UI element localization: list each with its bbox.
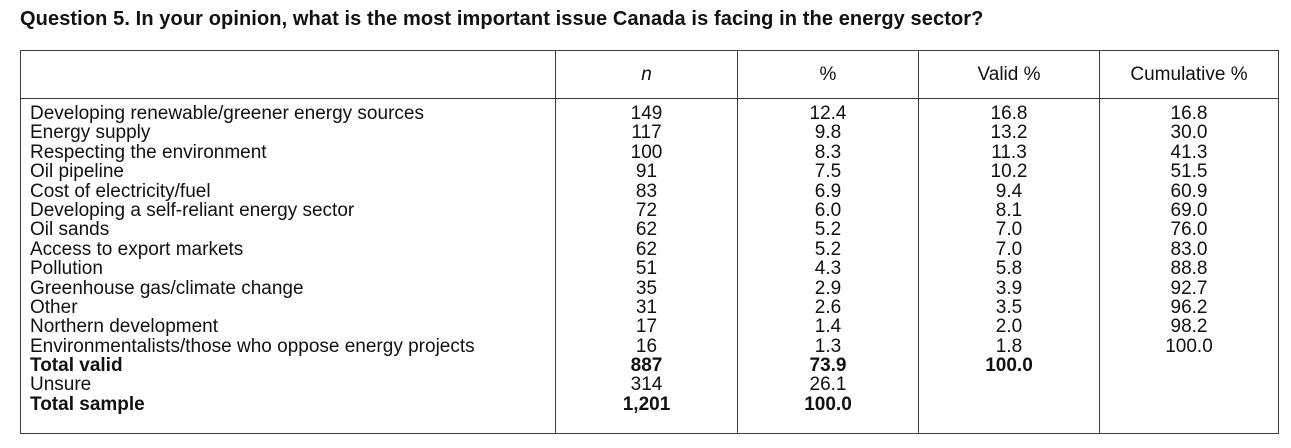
row-label: Total valid (30, 355, 123, 377)
row-label: Oil pipeline (30, 161, 124, 183)
row-percent-value: 26.1 (809, 374, 847, 396)
row-n-value: 31 (635, 296, 658, 318)
row-valid-percent-value: 11.3 (991, 141, 1027, 163)
row-percent-value: 100.0 (804, 393, 852, 415)
row-label: Pollution (30, 258, 103, 280)
percent-column: 12.4 9.8 8.3 7.5 6.9 6.0 5.2 5.2 4.3 2.9 2.6 1.4 1.3… (737, 98, 919, 434)
header-valid-percent: Valid % (918, 50, 1100, 99)
row-percent-value: 5.2 (814, 238, 842, 260)
n-column: 149 117 100 91 83 72 62 62 51 35 31 17 16 887 314 1,201 (555, 98, 738, 434)
row-label: Oil sands (30, 219, 110, 241)
row-cumulative-percent-value: 69.0 (1170, 199, 1208, 221)
table-title: Question 5. In your opinion, what is the… (20, 8, 984, 30)
frequency-table: n % Valid % Cumulative % Developing rene… (20, 50, 1279, 434)
row-valid-percent-value: 13.2 (990, 122, 1028, 144)
header-cumulative-percent: Cumulative % (1099, 50, 1279, 99)
row-n-value: 16 (635, 335, 658, 357)
row-label: Respecting the environment (30, 141, 267, 163)
row-percent-value: 1.3 (814, 335, 842, 357)
row-n-value: 1,201 (622, 393, 671, 415)
row-cumulative-percent-value (1100, 375, 1278, 394)
row-n-value: 149 (630, 103, 663, 124)
row-cumulative-percent-value (1100, 395, 1278, 414)
row-n-value: 887 (630, 355, 663, 377)
row-label: Total sample (30, 393, 145, 415)
row-cumulative-percent-value: 83.0 (1170, 238, 1208, 260)
row-percent-value: 2.9 (814, 277, 842, 299)
row-cumulative-percent-value: 60.9 (1170, 180, 1208, 202)
row-percent-value: 9.8 (814, 122, 842, 144)
row-n-value: 83 (635, 180, 658, 202)
row-cumulative-percent-value (1100, 356, 1278, 375)
row-n-value: 117 (631, 122, 662, 144)
cumulative-percent-column: 16.8 30.0 41.3 51.5 60.9 69.0 76.0 83.0 88.8 92.7… (1099, 98, 1279, 434)
row-label: Environmentalists/those who oppose energ… (30, 335, 475, 357)
header-label (20, 50, 556, 99)
row-n-value: 91 (635, 161, 658, 183)
row-label: Unsure (30, 374, 92, 396)
row-label: Developing renewable/greener energy sour… (30, 103, 424, 124)
row-percent-value: 8.3 (814, 141, 842, 163)
row-n-value: 17 (635, 316, 658, 338)
row-valid-percent-value: 9.4 (995, 180, 1023, 202)
row-label: Cost of electricity/fuel (30, 180, 211, 202)
row-cumulative-percent-value: 98.2 (1170, 316, 1208, 338)
row-cumulative-percent-value: 96.2 (1170, 296, 1208, 318)
row-valid-percent-value (919, 395, 1099, 414)
row-percent-value: 4.3 (814, 258, 842, 280)
row-valid-percent-value: 8.1 (995, 199, 1023, 221)
header-row: n % Valid % Cumulative % (20, 50, 1279, 99)
row-cumulative-percent-value: 41.3 (1170, 141, 1208, 163)
row-valid-percent-value: 3.5 (995, 296, 1023, 318)
row-n-value: 35 (635, 277, 658, 299)
row-percent-value: 7.5 (814, 161, 842, 183)
row-cumulative-percent-value: 76.0 (1170, 219, 1208, 241)
row-percent-value: 12.4 (809, 103, 847, 124)
row-cumulative-percent-value: 16.8 (1170, 103, 1208, 124)
row-label: Other (30, 296, 78, 318)
row-n-value: 314 (630, 374, 663, 396)
row-valid-percent-value: 2.0 (995, 316, 1023, 338)
row-label: Greenhouse gas/climate change (30, 277, 304, 299)
row-percent-value: 73.9 (809, 355, 847, 377)
row-valid-percent-value: 3.9 (995, 277, 1023, 299)
row-valid-percent-value: 1.8 (995, 335, 1023, 357)
row-percent-value: 2.6 (814, 296, 842, 318)
row-label: Developing a self-reliant energy sector (30, 199, 355, 221)
row-cumulative-percent-value: 92.7 (1170, 277, 1208, 299)
row-percent-value: 6.9 (814, 180, 842, 202)
header-n: n (555, 50, 738, 99)
row-valid-percent-value: 7.0 (995, 219, 1023, 241)
row-n-value: 62 (635, 219, 658, 241)
body-row: Developing renewable/greener energy sour… (20, 98, 1279, 434)
row-n-value: 100 (630, 141, 663, 163)
row-n-value: 51 (635, 258, 658, 280)
row-percent-value: 5.2 (814, 219, 842, 241)
row-valid-percent-value: 10.2 (990, 161, 1028, 183)
header-percent: % (737, 50, 919, 99)
row-percent-value: 6.0 (814, 199, 842, 221)
row-cumulative-percent-value: 51.5 (1170, 161, 1208, 183)
row-label: Northern development (30, 316, 218, 338)
row-valid-percent-value: 5.8 (995, 258, 1023, 280)
row-valid-percent-value (919, 375, 1099, 394)
row-cumulative-percent-value: 88.8 (1170, 258, 1208, 280)
valid-percent-column: 16.8 13.2 11.3 10.2 9.4 8.1 7.0 7.0 5.8 3.9 3.5 2.0… (918, 98, 1100, 434)
row-valid-percent-value: 100.0 (985, 355, 1033, 377)
row-n-value: 62 (635, 238, 658, 260)
row-valid-percent-value: 16.8 (990, 103, 1028, 124)
row-n-value: 72 (635, 199, 658, 221)
row-cumulative-percent-value: 30.0 (1170, 122, 1208, 144)
row-cumulative-percent-value: 100.0 (1165, 335, 1213, 357)
label-column: Developing renewable/greener energy sour… (20, 98, 556, 434)
row-percent-value: 1.4 (814, 316, 842, 338)
row-label: Access to export markets (30, 238, 244, 260)
row-valid-percent-value: 7.0 (995, 238, 1023, 260)
row-label: Energy supply (30, 122, 151, 144)
